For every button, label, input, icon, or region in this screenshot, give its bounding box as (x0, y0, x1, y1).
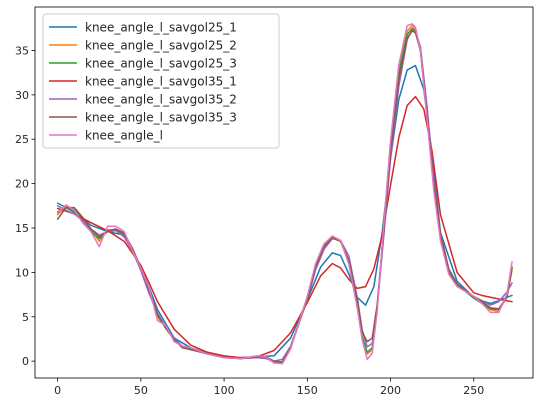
y-tick-label: 25 (15, 133, 29, 146)
series-line-knee-angle-l-savgol35-3 (56, 30, 513, 363)
x-tick-label: 150 (297, 384, 318, 397)
y-tick-label: 30 (15, 89, 29, 102)
y-tick-label: 10 (15, 266, 29, 279)
x-tick-label: 200 (380, 384, 401, 397)
x-tick-label: 100 (214, 384, 235, 397)
legend-label: knee_angle_l_savgol35_2 (85, 93, 237, 107)
legend: knee_angle_l_savgol25_1 knee_angle_l_savg… (42, 13, 280, 149)
legend-label: knee_angle_l_savgol25_1 (85, 21, 237, 35)
legend-label: knee_angle_l (85, 129, 163, 143)
y-axis: 0 5 10 15 20 25 30 35 (15, 44, 35, 368)
y-tick-label: 0 (22, 355, 29, 368)
x-tick-label: 50 (134, 384, 148, 397)
plot-frame (34, 6, 534, 379)
x-axis: 0 50 100 150 200 250 (54, 378, 484, 397)
legend-frame (42, 13, 280, 149)
legend-label: knee_angle_l_savgol35_1 (85, 75, 237, 89)
series-line-knee-angle-l (56, 23, 513, 365)
y-tick-label: 20 (15, 178, 29, 191)
legend-label: knee_angle_l_savgol35_3 (85, 111, 237, 125)
series-line-knee-angle-l-savgol25-1 (56, 64, 513, 359)
series-line-knee-angle-l-savgol35-1 (56, 95, 513, 359)
legend-label: knee_angle_l_savgol25_3 (85, 57, 237, 71)
plot-area (34, 6, 534, 379)
x-tick-label: 250 (463, 384, 484, 397)
y-tick-label: 35 (15, 44, 29, 57)
x-tick-label: 0 (54, 384, 61, 397)
legend-label: knee_angle_l_savgol25_2 (85, 39, 237, 53)
y-tick-label: 15 (15, 222, 29, 235)
y-tick-label: 5 (22, 311, 29, 324)
series-layer (56, 23, 513, 365)
